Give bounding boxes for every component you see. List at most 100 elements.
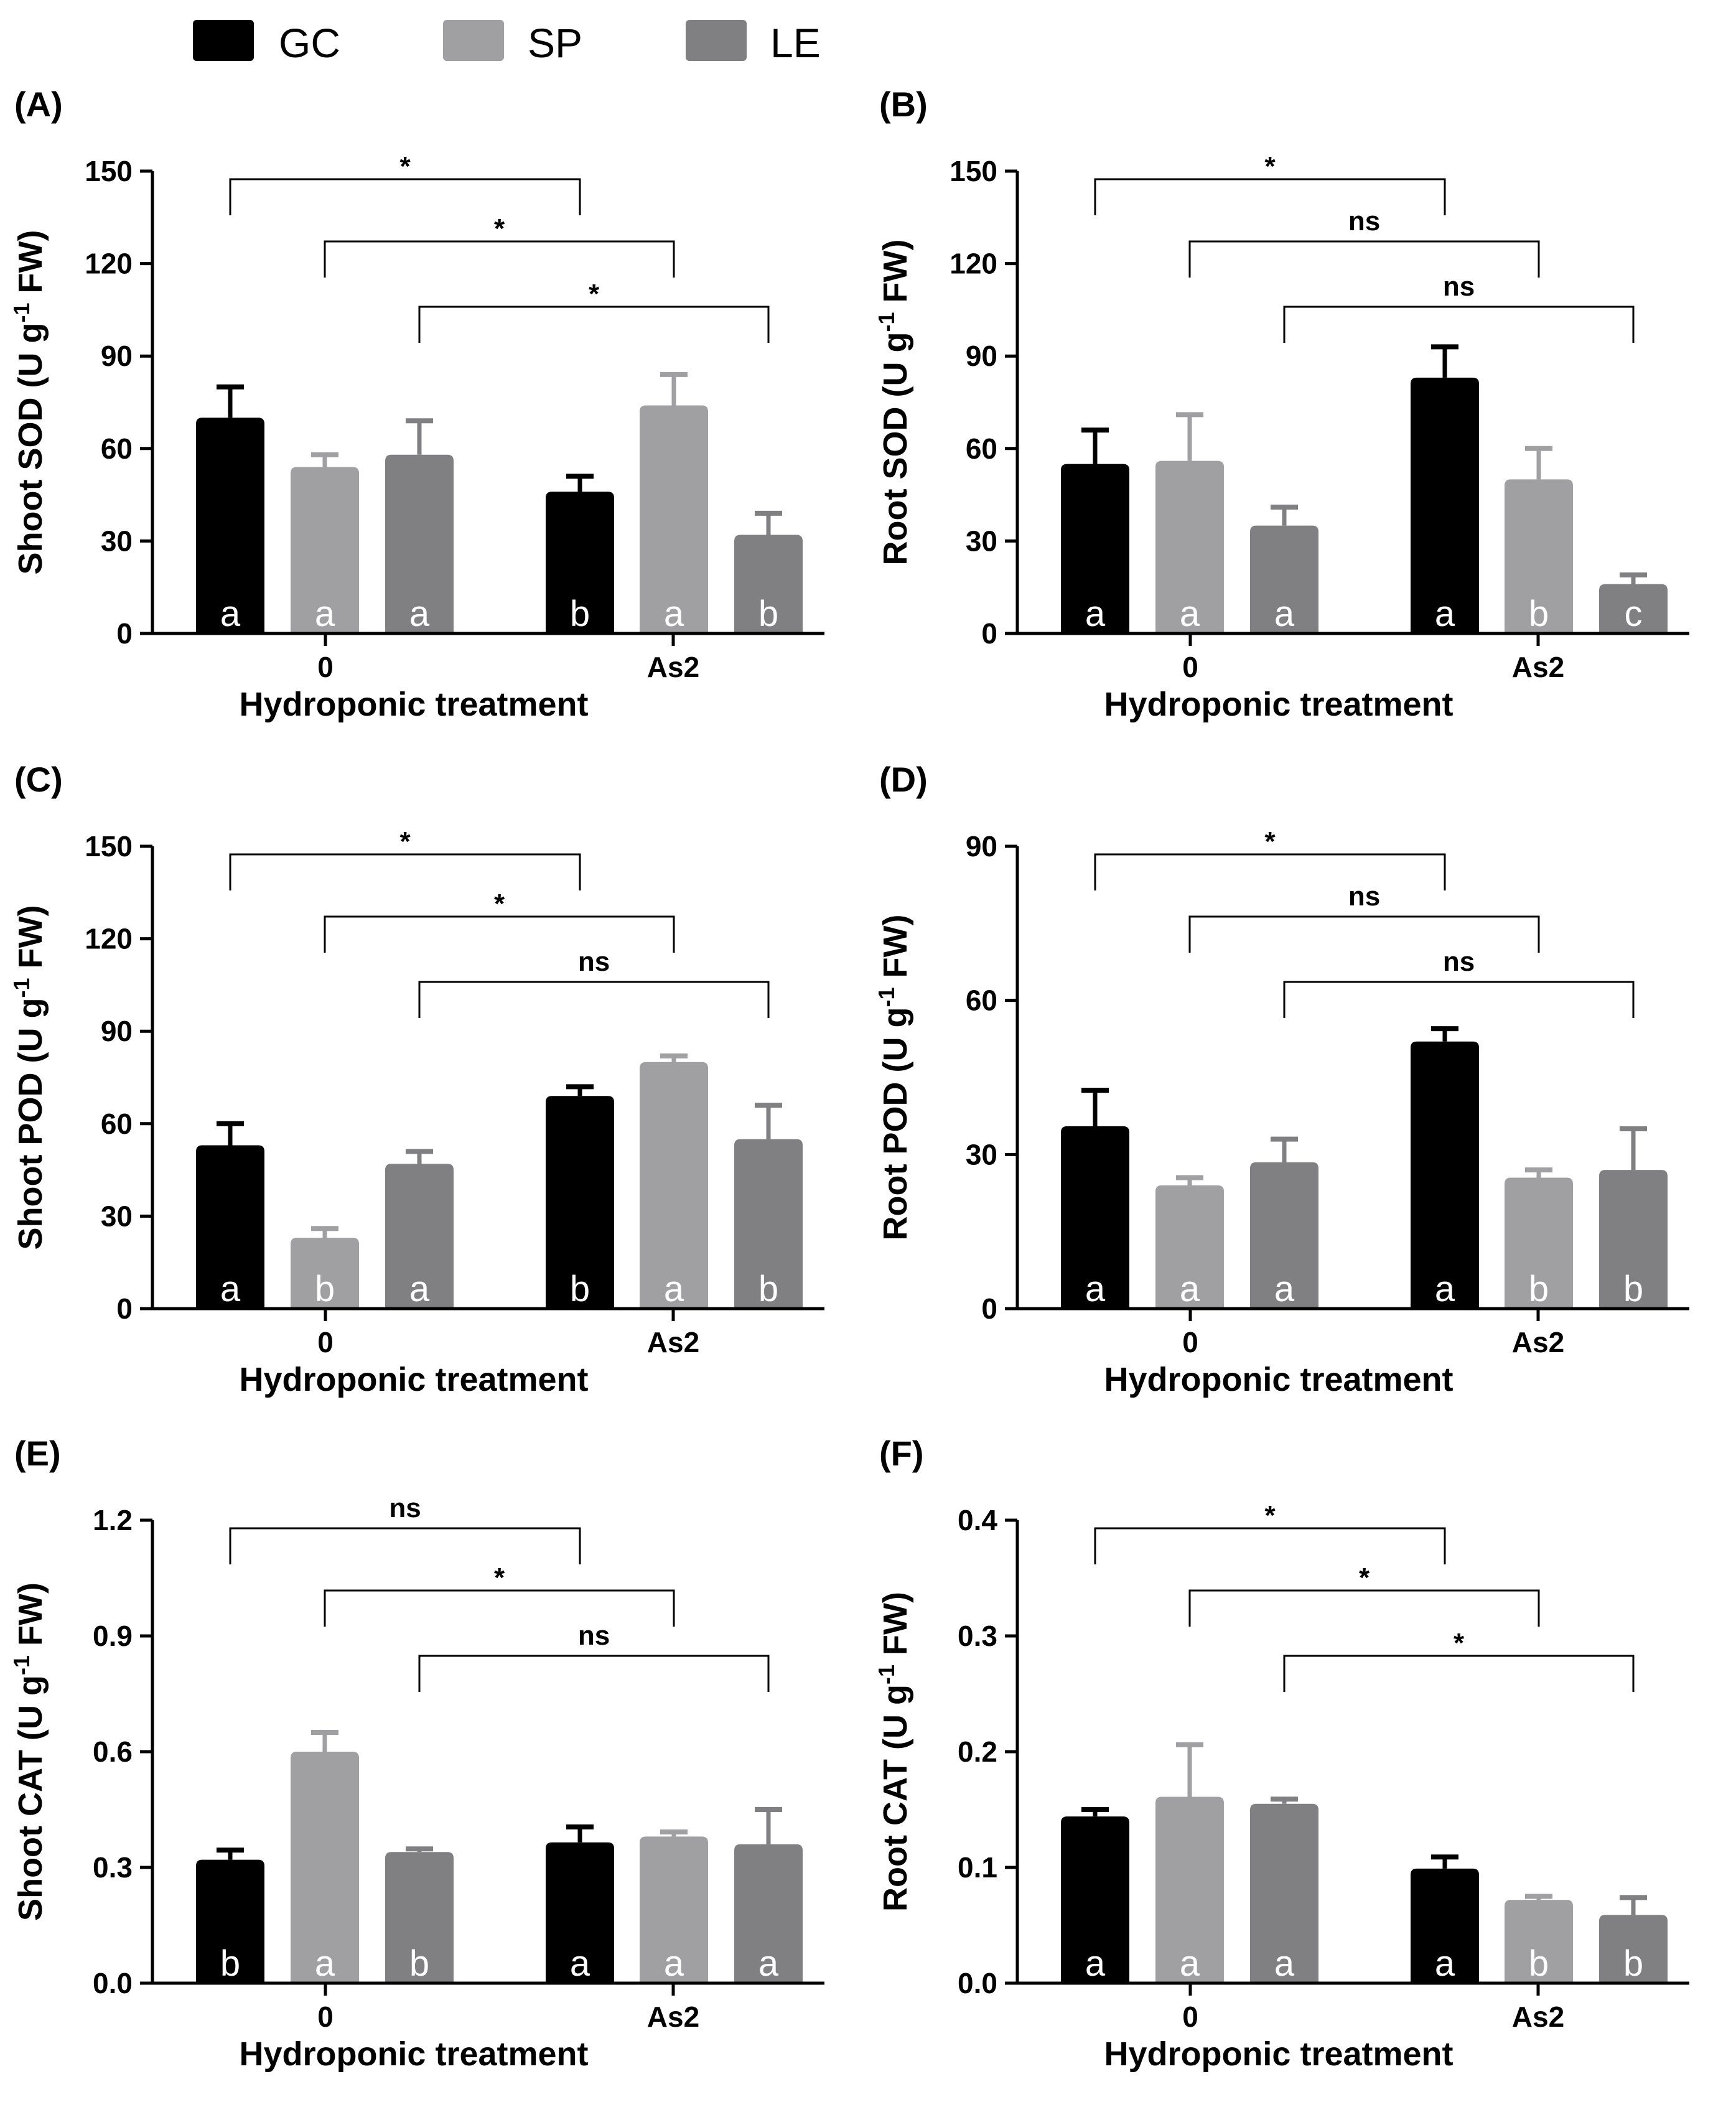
panel-e-y-tick-label: 0.0	[93, 1967, 133, 1999]
chart-panels: (A) a b a a a b 0 30 60 90 120 150 0 As2 Hydroponic tre…	[9, 85, 1689, 2073]
bar-sp-as2	[1505, 479, 1573, 633]
panel-b-y-tick-label: 30	[966, 525, 997, 557]
panel-e-y-axis-title-main: Shoot CAT (U g	[12, 1675, 49, 1921]
panel-a-x-tick-label: As2	[647, 651, 699, 683]
bar-letter-sp-0: a	[315, 1943, 335, 1984]
bar-sp-as2	[1505, 1177, 1573, 1309]
panel-c-comparison-bracket	[418, 981, 770, 1018]
panel-a-y-axis-title: Shoot SOD (U g-1 FW)	[9, 230, 49, 575]
panel-a-x-tick-label: 0	[317, 651, 334, 683]
panel-a-y-tick-label: 150	[85, 155, 133, 187]
bar-letter-gc-as2: a	[570, 1943, 590, 1984]
bar-gc-0	[196, 1859, 264, 1983]
bar-sp-as2	[640, 405, 708, 633]
panel-a-comparison-bracket	[418, 306, 770, 343]
panel-a-comparison-label: *	[494, 213, 505, 244]
panel-f-label: (F)	[879, 1434, 924, 1473]
panel-e-y-tick-label: 0.3	[93, 1851, 133, 1884]
bar-sp-0	[1155, 460, 1224, 633]
bar-letter-sp-0: b	[315, 1269, 335, 1309]
panel-b-y-axis-title-sup: -1	[874, 312, 899, 332]
panel-f-y-tick-label: 0.1	[958, 1851, 997, 1884]
bar-sp-0	[291, 1752, 359, 1983]
bar-gc-as2	[1411, 377, 1479, 633]
panel-b: (B) a a a b a c 0 30 60 90 120 150 0 As2 Hydroponic tre…	[874, 85, 1689, 723]
bar-letter-sp-0: a	[315, 594, 335, 634]
bar-letter-gc-0: a	[220, 1269, 241, 1309]
panel-c-y-tick-label: 120	[85, 923, 133, 955]
panel-d-y-axis-title: Root POD (U g-1 FW)	[874, 915, 914, 1241]
legend-label-le: LE	[770, 20, 821, 66]
panel-c-y-tick-label: 90	[101, 1015, 133, 1047]
panel-f-comparison-label: *	[1264, 1500, 1276, 1531]
bar-letter-le-as2: b	[1623, 1269, 1643, 1309]
bar-letter-le-as2: c	[1625, 594, 1643, 634]
bar-le-0	[385, 454, 454, 633]
bar-letter-gc-0: b	[220, 1943, 240, 1984]
bar-letter-sp-as2: b	[1529, 1943, 1549, 1984]
panel-c-comparison-bracket	[324, 915, 675, 953]
panel-a-label: (A)	[14, 85, 63, 124]
panel-f-x-tick-label: As2	[1512, 2001, 1564, 2033]
panel-d-comparison-bracket	[1188, 915, 1540, 953]
panel-e-y-tick-label: 0.9	[93, 1620, 133, 1652]
panel-a-y-tick-label: 90	[101, 340, 133, 372]
panel-f-y-tick-label: 0.2	[958, 1736, 997, 1768]
bar-sp-0	[1155, 1185, 1224, 1309]
bar-letter-gc-as2: b	[570, 1269, 590, 1309]
panel-a-comparison-label: *	[399, 151, 411, 182]
panel-c-y-tick-label: 60	[101, 1108, 133, 1140]
panel-d-comparison-label: ns	[1348, 881, 1380, 912]
panel-d-comparison-label: *	[1264, 826, 1276, 857]
bar-gc-as2	[546, 492, 614, 633]
panel-b-x-tick-label: 0	[1182, 651, 1198, 683]
bar-sp-0	[291, 467, 359, 633]
panel-c-x-axis-title: Hydroponic treatment	[239, 1361, 588, 1398]
legend-label-gc: GC	[279, 20, 340, 66]
panel-d-y-axis-title-tail: FW)	[877, 915, 914, 988]
legend-swatch-gc	[193, 20, 254, 61]
panel-a-comparison-label: *	[589, 279, 600, 309]
bar-letter-le-as2: b	[1623, 1943, 1643, 1984]
bar-gc-as2	[546, 1096, 614, 1309]
panel-d-comparison-bracket	[1094, 853, 1446, 890]
panel-e-comparison-label: ns	[389, 1493, 421, 1523]
bar-le-as2	[1599, 584, 1668, 633]
panel-c-y-tick-label: 0	[116, 1292, 133, 1325]
panel-b-y-axis-title: Root SOD (U g-1 FW)	[874, 240, 914, 566]
panel-e-x-tick-label: 0	[317, 2001, 334, 2033]
panel-f-comparison-label: *	[1454, 1628, 1465, 1658]
bar-gc-0	[1061, 464, 1129, 633]
panel-d-y-tick-label: 60	[966, 984, 997, 1017]
bar-gc-0	[196, 418, 264, 633]
bar-le-0	[385, 1164, 454, 1309]
bar-gc-as2	[546, 1842, 614, 1983]
panel-f-comparison-bracket	[1094, 1527, 1446, 1564]
bar-letter-sp-0: a	[1180, 594, 1200, 634]
panel-f-comparison-label: *	[1359, 1563, 1370, 1593]
panel-c-y-axis-title-main: Shoot POD (U g	[12, 998, 49, 1250]
legend: GC SP LE	[193, 20, 821, 66]
bar-letter-gc-0: a	[220, 594, 241, 634]
panel-d-label: (D)	[879, 760, 928, 799]
panel-a-y-axis-title-tail: FW)	[12, 230, 49, 303]
panel-e-y-axis-title: Shoot CAT (U g-1 FW)	[9, 1582, 49, 1921]
bar-sp-0	[1155, 1796, 1224, 1983]
bar-le-as2	[734, 1844, 803, 1983]
bar-gc-0	[1061, 1816, 1129, 1983]
bar-le-as2	[1599, 1915, 1668, 1983]
bar-letter-gc-as2: b	[570, 594, 590, 634]
bar-sp-as2	[640, 1062, 708, 1309]
panel-c-y-axis-title: Shoot POD (U g-1 FW)	[9, 905, 49, 1250]
bar-gc-0	[1061, 1126, 1129, 1309]
panel-c-y-axis-title-sup: -1	[9, 978, 34, 997]
panel-a-y-tick-label: 30	[101, 525, 133, 557]
panel-b-comparison-bracket	[1283, 306, 1635, 343]
bar-le-0	[1250, 525, 1318, 633]
bar-le-as2	[1599, 1170, 1668, 1309]
panel-b-x-tick-label: As2	[1512, 651, 1564, 683]
bar-letter-sp-as2: a	[664, 1269, 684, 1309]
panel-b-comparison-bracket	[1188, 240, 1540, 278]
legend-swatch-sp	[443, 20, 504, 61]
bar-letter-sp-as2: a	[664, 594, 684, 634]
